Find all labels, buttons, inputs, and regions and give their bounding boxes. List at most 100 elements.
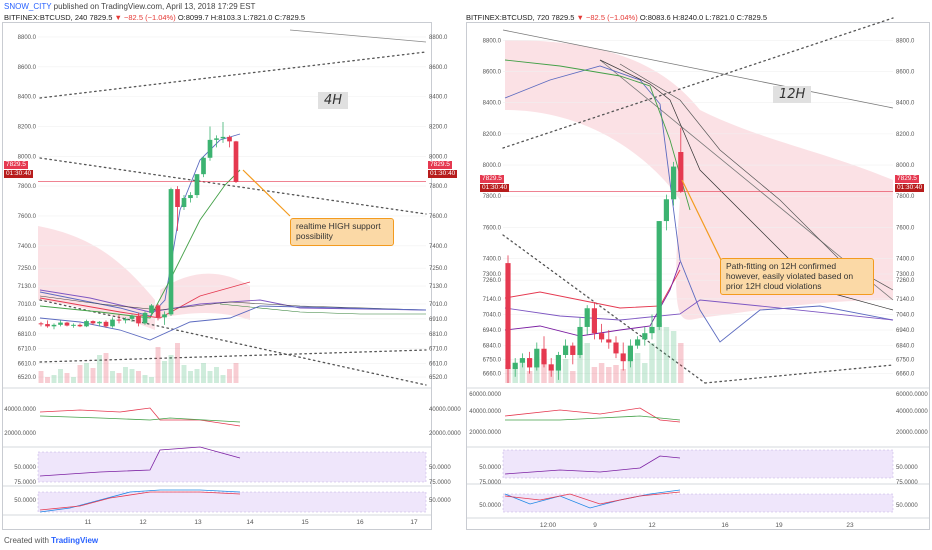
left-chart-title: BITFINEX:BTCUSD, 240 7829.5 ▼ −82.5 (−1.… [4,13,305,22]
tradingview-logo[interactable]: TradingView [51,536,99,545]
left-y-tick-right: 6810.0 [429,332,448,338]
left-y-tick-left: 6710.0 [18,347,37,353]
left-y-tick-left: 8800.0 [18,35,37,41]
left-y-tick-right: 8400.0 [429,95,448,101]
left-volume-bar [51,375,57,383]
right-change: ▼ −82.5 (−1.04%) [576,13,638,22]
right-y-tick-right: 8600.0 [896,70,915,76]
publish-header: SNOW_CITY published on TradingView.com, … [4,2,255,11]
right-candle [613,342,619,354]
right-candle [577,326,583,355]
left-y-tick-left: 8200.0 [18,124,37,130]
right-volume-bar [526,371,533,383]
left-oscillator-tick: 50.0000 [429,465,451,471]
right-oscillator-line [504,489,681,509]
right-oscillator-tick: 20000.0000 [896,430,928,436]
right-ema-red [504,269,681,309]
left-volume-bar [90,368,96,383]
right-oscillator-tick-left: 75.0000 [479,480,501,486]
right-candle [548,364,554,371]
left-volume-bar [97,355,102,383]
right-candle [678,152,684,192]
left-y-tick-left: 7250.0 [18,266,37,272]
right-y-tick-right: 7260.0 [896,278,915,284]
left-volume-bar [142,375,148,383]
left-candle [97,321,102,324]
left-candle [84,321,89,327]
right-y-tick-right: 7600.0 [896,225,915,231]
left-candle [90,321,96,324]
right-oscillator-tick-left: 60000.0000 [469,392,501,398]
right-y-tick-left: 8400.0 [483,101,502,107]
right-y-tick-left: 8600.0 [483,70,502,76]
author-link[interactable]: SNOW_CITY [4,2,52,11]
right-x-tick: 12:00 [540,522,557,529]
right-last-price: 7829.5 [551,13,575,22]
right-volume-bar [570,371,576,383]
left-candle [175,189,180,207]
left-candle [194,174,200,196]
left-y-tick-right: 7130.0 [429,284,448,290]
right-ema-green [504,59,691,211]
left-candle [201,157,206,175]
right-volume-bar [613,365,619,383]
left-time-tag-left: 01:30:40 [4,170,34,178]
right-x-tick: 19 [775,522,783,529]
left-annotation-pointer [242,169,291,217]
left-oscillator-tick: 40000.0000 [429,407,461,413]
right-candle [519,358,525,363]
left-x-tick: 13 [194,519,202,526]
right-y-tick-right: 8000.0 [896,163,915,169]
right-volume-bar [634,353,641,383]
right-candle [505,263,511,369]
right-y-tick-left: 6750.0 [483,358,502,364]
right-oscillator-line [504,455,681,475]
right-oscillator-tick: 75.0000 [896,480,918,486]
left-x-tick: 11 [85,519,92,526]
left-volume-bar [84,363,89,383]
right-volume-bar [620,369,626,383]
left-volume-bar [181,365,187,383]
right-candle [555,354,561,371]
left-volume-bar [129,369,135,383]
left-y-tick-right: 7800.0 [429,184,448,190]
left-volume-bar [110,371,115,383]
left-candle [149,305,154,313]
right-oscillator-band [502,449,894,479]
left-candle [123,318,128,321]
left-oscillator-line [39,491,241,511]
left-trendline [39,299,427,386]
left-volume-bar [71,377,76,383]
right-y-tick-left: 7800.0 [483,194,502,200]
right-volume-bar [606,367,612,383]
left-candle [181,198,187,207]
right-y-tick-left: 6840.0 [483,344,502,350]
left-oscillator-tick: 75.0000 [429,480,451,486]
left-time-tag-right: 01:30:40 [428,170,458,178]
right-annotation-box: Path-fitting on 12H confirmed however, e… [720,258,874,296]
right-guide-line [502,29,894,109]
left-trendline [39,349,427,363]
left-y-tick-right: 8000.0 [429,154,448,160]
left-oscillator-tick: 50.0000 [429,498,451,504]
right-candle [642,333,648,340]
right-y-tick-right: 6840.0 [896,344,915,350]
left-oscillator-tick-left: 50.0000 [14,465,36,471]
left-oscillator-tick: 20000.0000 [429,431,461,437]
right-y-tick-left: 8200.0 [483,132,502,138]
right-y-tick-right: 8800.0 [896,38,915,44]
right-volume-bar [541,353,547,383]
left-volume-bar [136,371,141,383]
left-volume-bar [162,361,167,383]
left-candle [110,319,115,327]
left-y-tick-right: 6610.0 [429,362,448,368]
right-volume-bar [678,343,684,383]
left-candle [129,315,135,319]
right-oscillator-tick: 60000.0000 [896,392,928,398]
right-candle [656,221,662,327]
left-y-tick-left: 7400.0 [18,244,37,250]
right-volume-bar [598,363,605,383]
left-volume-bar [214,367,219,383]
right-volume-bar [670,331,677,383]
